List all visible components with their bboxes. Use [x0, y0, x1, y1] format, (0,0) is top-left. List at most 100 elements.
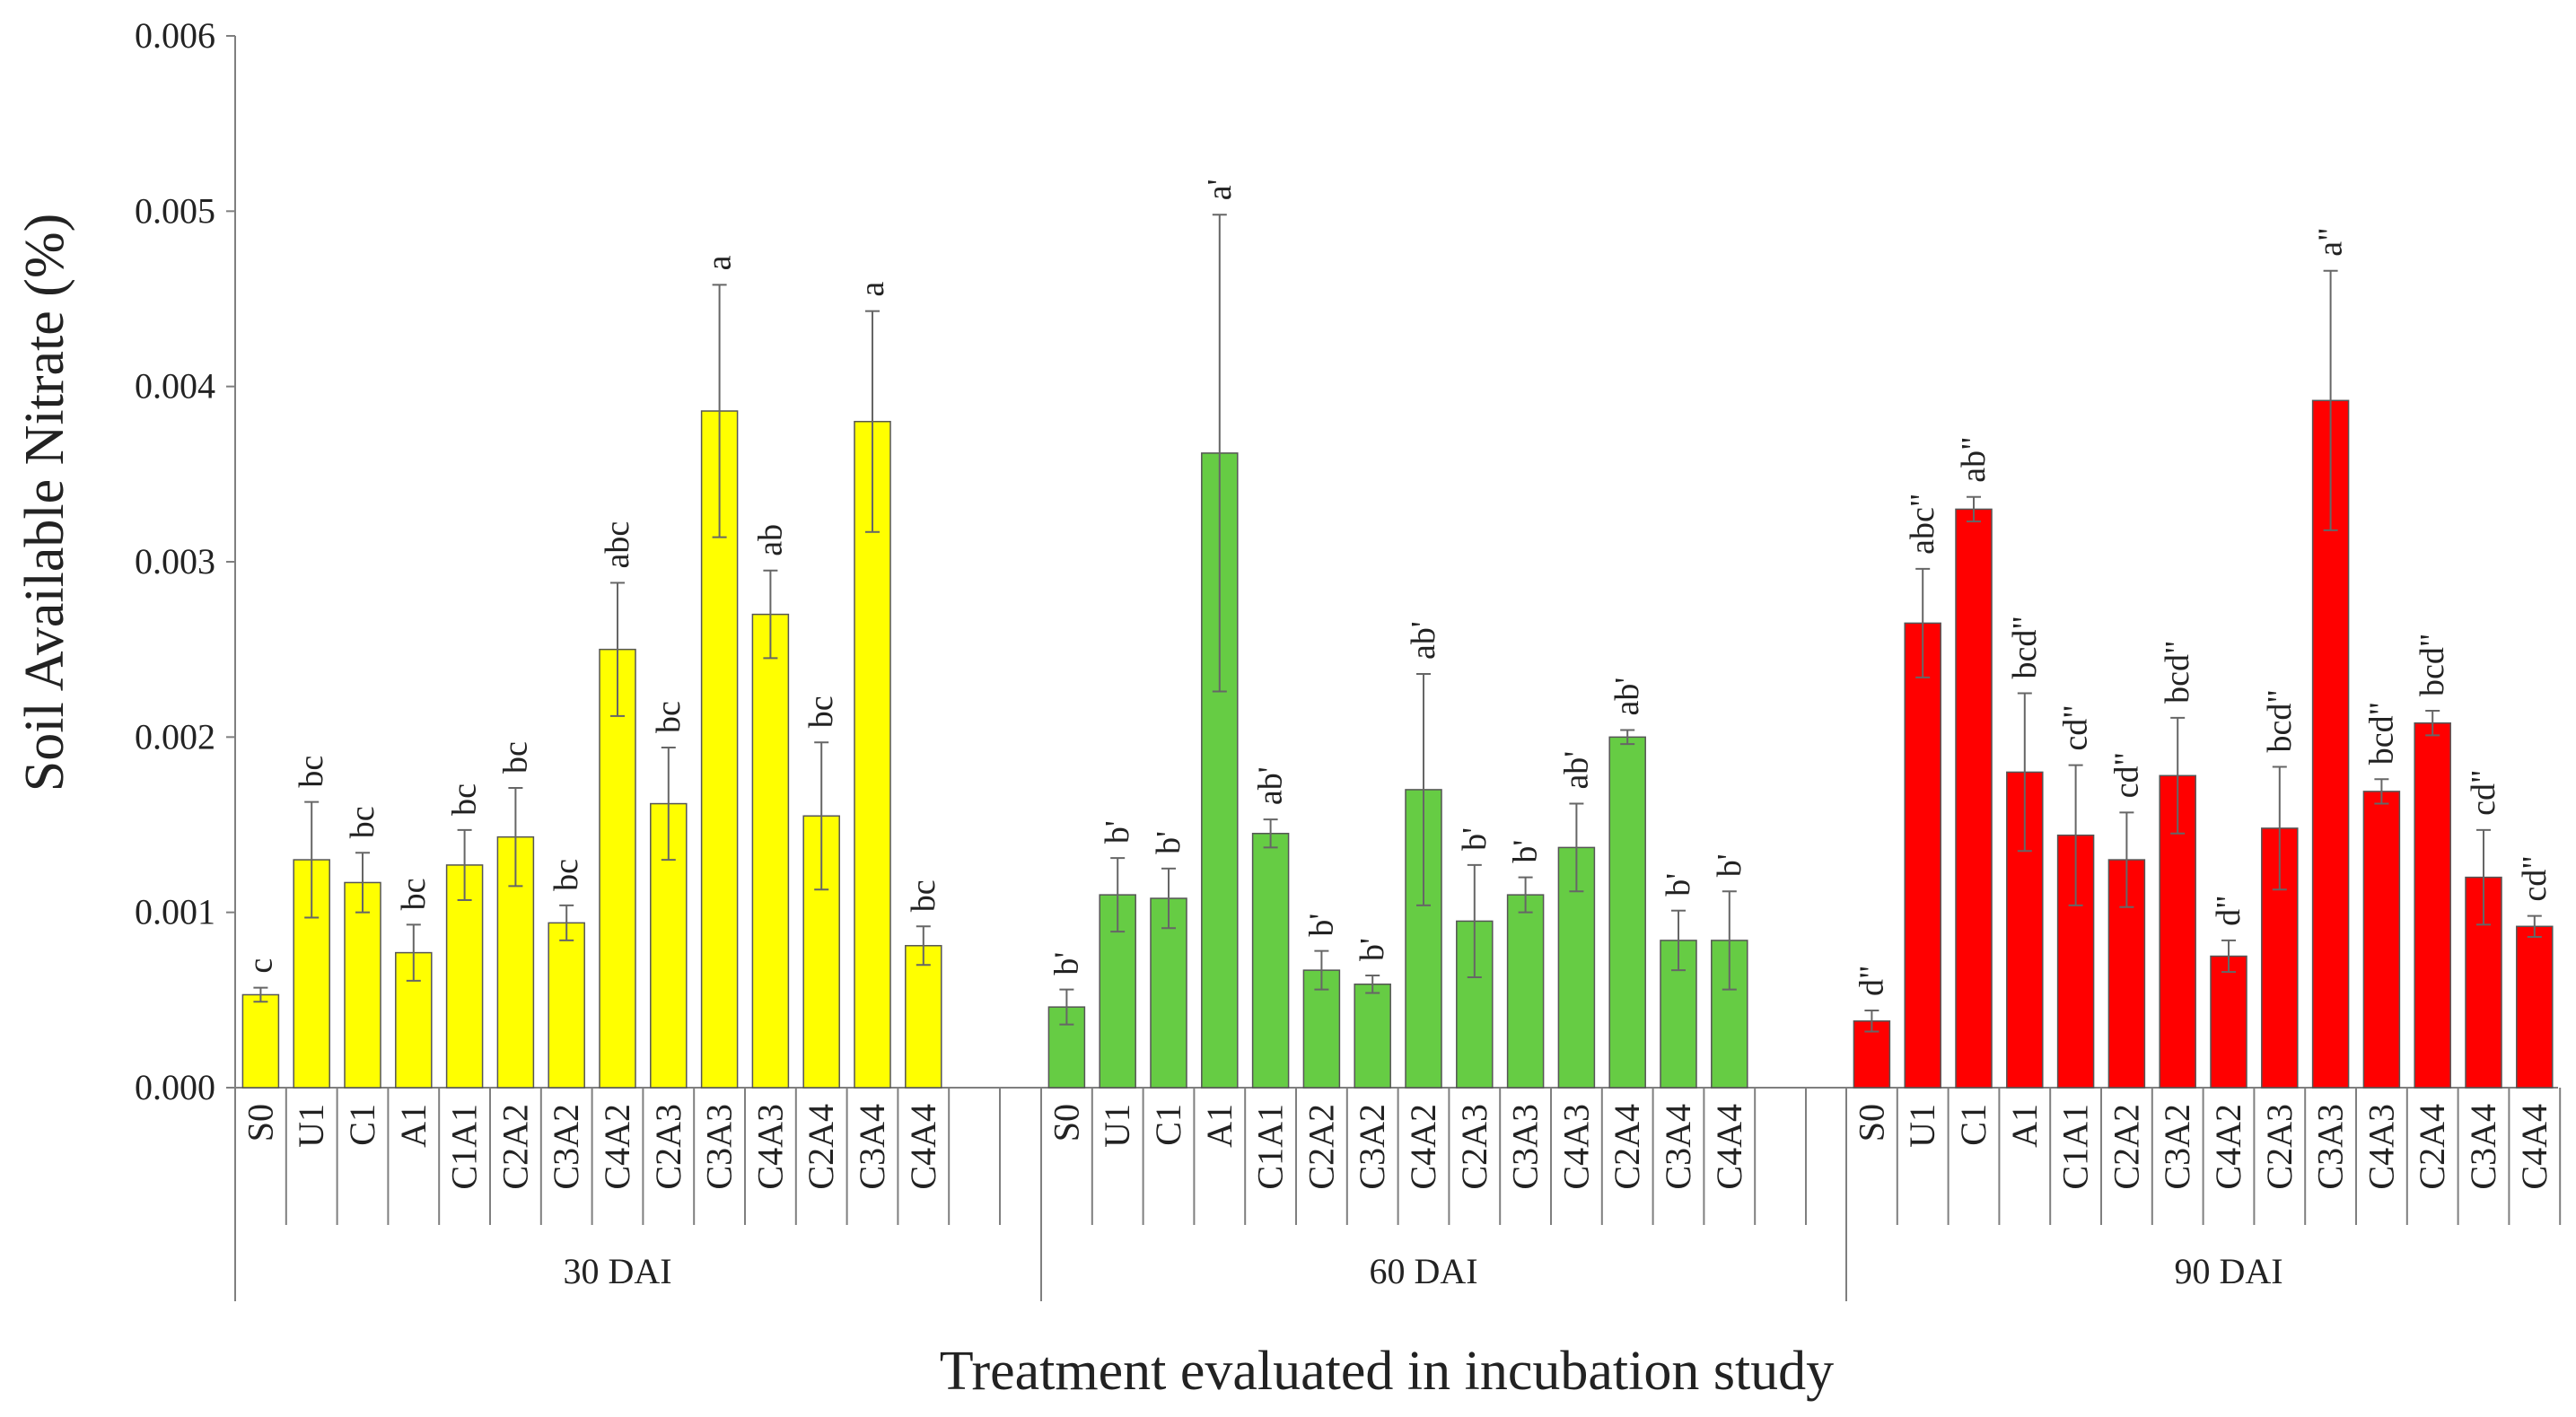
significance-letter: bc: [446, 783, 484, 816]
significance-letter: abc: [599, 521, 636, 569]
significance-letter: bcd": [2006, 616, 2044, 678]
significance-letter: cd": [2057, 704, 2095, 750]
x-tick-label: U1: [1097, 1104, 1137, 1148]
x-tick-label: C1: [342, 1104, 382, 1146]
bar: [395, 951, 433, 1089]
y-axis-title: Soil Available Nitrate (%): [14, 214, 75, 792]
x-tick-label: C4A3: [1555, 1104, 1596, 1190]
x-tick-label: C4A4: [2514, 1104, 2554, 1190]
significance-letter: bcd": [2414, 634, 2451, 696]
x-tick-label: S0: [1851, 1104, 1891, 1141]
x-tick-label: C2A4: [2412, 1104, 2452, 1190]
significance-letter: bcd": [2261, 689, 2299, 752]
x-tick-label: C3A2: [546, 1104, 586, 1190]
x-tick-label: C1: [1953, 1104, 1993, 1146]
x-tick-label: C1A1: [1250, 1104, 1291, 1190]
significance-letter: bc: [548, 859, 585, 891]
group-label: 60 DAI: [1369, 1251, 1477, 1291]
group-label: 30 DAI: [563, 1251, 671, 1291]
significance-letter: ab': [1252, 766, 1290, 805]
bar: [1608, 736, 1646, 1089]
bar: [2362, 791, 2401, 1089]
significance-letter: d": [2210, 895, 2247, 926]
significance-letter: bc: [344, 806, 381, 838]
significance-letter: c: [241, 958, 279, 974]
significance-letter: bc: [395, 878, 433, 910]
x-tick-label: C4A4: [1709, 1104, 1749, 1190]
significance-letter: cd": [2465, 769, 2502, 815]
x-tick-label: A1: [393, 1104, 434, 1148]
x-tick-label: C1A1: [444, 1104, 485, 1190]
bar: [1955, 508, 1993, 1089]
x-tick-label: U1: [1902, 1104, 1942, 1148]
bar: [548, 922, 585, 1089]
significance-letter: b': [1456, 827, 1494, 851]
x-tick-label: C1A1: [2055, 1104, 2096, 1190]
x-tick-label: C2A3: [648, 1104, 688, 1190]
x-tick-label: U1: [291, 1104, 331, 1148]
x-tick-label: C4A2: [1403, 1104, 1443, 1190]
x-tick-label: C2A3: [2259, 1104, 2300, 1190]
significance-letter: a: [854, 282, 891, 297]
significance-letter: ab': [1557, 751, 1595, 790]
x-tick-label: A1: [2004, 1104, 2045, 1148]
group-label: 90 DAI: [2174, 1251, 2282, 1291]
bar: [1251, 833, 1290, 1089]
significance-letter: b': [1302, 914, 1340, 937]
y-tick-label: 0.003: [135, 541, 215, 582]
x-tick-label: C1: [1148, 1104, 1188, 1146]
significance-letter: bc: [905, 879, 942, 912]
significance-letter: bc: [802, 695, 840, 728]
y-tick-label: 0.004: [135, 366, 215, 407]
significance-letter: bc: [293, 756, 330, 788]
x-tick-label: C4A3: [2361, 1104, 2401, 1190]
significance-letter: cd": [2516, 855, 2554, 901]
bar: [2516, 925, 2554, 1089]
x-tick-label: C2A2: [2106, 1104, 2146, 1190]
significance-letter: b': [1150, 831, 1187, 854]
significance-letter: b': [1507, 840, 1545, 863]
x-tick-label: C4A2: [2208, 1104, 2248, 1190]
significance-letter: ab": [1955, 436, 1993, 482]
x-tick-label: S0: [1046, 1104, 1086, 1141]
significance-letter: bc: [496, 741, 534, 774]
bar: [751, 613, 790, 1089]
significance-letter: a': [1201, 179, 1239, 201]
bar: [2414, 722, 2451, 1089]
significance-letter: bcd": [2362, 702, 2400, 765]
significance-letter: ab': [1405, 621, 1442, 660]
bar: [445, 864, 484, 1089]
x-tick-label: C3A3: [2310, 1104, 2351, 1190]
y-tick-label: 0.000: [135, 1067, 215, 1107]
bar: [1099, 894, 1136, 1089]
significance-letter: ab': [1608, 678, 1646, 716]
bar: [1354, 984, 1391, 1089]
significance-letter: a: [701, 255, 739, 270]
significance-letter: abc": [1904, 494, 1941, 555]
bar: [2210, 955, 2247, 1089]
bar: [1506, 894, 1545, 1089]
y-tick-label: 0.001: [135, 892, 215, 932]
x-tick-label: C3A4: [852, 1104, 892, 1190]
x-axis: S0 U1 C1 A1 C1A1 C2A2 C3A2 C4A2 C2A3 C3A3 C4A3 C2A4…: [234, 1087, 2562, 1301]
x-tick-label: C3A4: [2463, 1104, 2503, 1190]
y-tick-label: 0.005: [135, 190, 215, 231]
x-tick-label: C3A3: [699, 1104, 740, 1190]
x-tick-label: C4A4: [903, 1104, 943, 1190]
significance-letter: cd": [2107, 752, 2145, 798]
x-tick-label: A1: [1199, 1104, 1240, 1148]
x-tick-label: C4A3: [749, 1104, 790, 1190]
x-tick-label: C2A4: [1607, 1104, 1647, 1190]
bar: [241, 993, 280, 1089]
significance-letter: bc: [650, 701, 688, 733]
x-tick-label: C3A4: [1658, 1104, 1698, 1190]
significance-letter: b': [1711, 853, 1748, 877]
bar: [1904, 622, 1941, 1089]
x-tick-label: C3A2: [1352, 1104, 1392, 1190]
x-tick-label: C4A2: [597, 1104, 637, 1190]
x-tick-label: C3A2: [2157, 1104, 2197, 1190]
x-tick-label: C2A2: [1301, 1104, 1341, 1190]
significance-letter: b': [1354, 938, 1391, 961]
x-tick-label: C2A2: [495, 1104, 535, 1190]
